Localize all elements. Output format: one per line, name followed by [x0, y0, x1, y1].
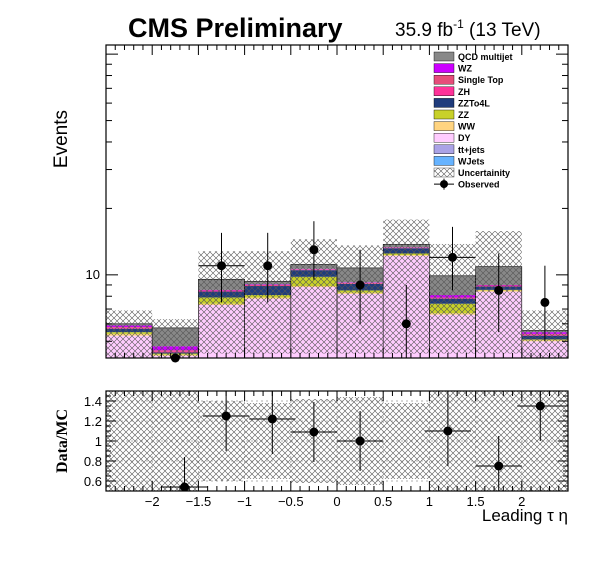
legend-swatch-tt-jets — [433, 144, 455, 155]
ratio-point — [180, 482, 190, 492]
main-ytick-label-10: 10 — [86, 267, 100, 282]
lumi-value: 35.9 fb — [395, 20, 453, 41]
ratio-point — [535, 401, 545, 411]
observed-point-bin-7 — [448, 252, 457, 262]
ratio-ytick-label: 0.6 — [84, 474, 102, 489]
ratio-point — [267, 414, 277, 424]
ratio-ytick-label: 0.8 — [84, 454, 102, 469]
uncertainty-bin-0 — [106, 310, 153, 358]
ratio-axes: 0.6 0.8 1 1.2 1.4 −2 −1.5 −1 −0.5 0 0.5 1 1.5 2 — [84, 390, 569, 509]
ratio-xtick-label: −0.5 — [278, 494, 304, 509]
legend-label-qcd-multijet: QCD multijet — [458, 52, 513, 62]
ratio-point — [355, 436, 365, 446]
legend-label-zzto4l: ZZTo4L — [458, 98, 490, 108]
legend-swatch-zh — [433, 86, 455, 97]
ratio-band-bin-2 — [198, 401, 245, 481]
observed-point-bin-6 — [401, 319, 411, 329]
legend-swatch-zz — [433, 109, 455, 120]
legend-swatch-single-top — [433, 74, 455, 85]
x-axis-title: Leading τ η — [482, 506, 568, 525]
ratio-y-axis-title: Data/MC — [54, 409, 71, 473]
legend-label-observed: Observed — [458, 180, 500, 190]
ratio-xtick-label: 1.5 — [467, 494, 485, 509]
ratio-band-bin-6 — [383, 403, 430, 479]
legend-label-wz: WZ — [458, 64, 472, 74]
observed-point-bin-3 — [263, 261, 273, 271]
legend-label-uncertainity: Uncertainity — [458, 168, 510, 178]
main-axes: 10 — [86, 45, 569, 358]
ratio-xtick-label: 2 — [518, 494, 525, 509]
observed-point-bin-2 — [217, 261, 226, 271]
ratio-point — [443, 426, 453, 436]
legend-label-ww: WW — [458, 122, 475, 132]
lumi-exponent: -1 — [453, 17, 464, 31]
ratio-band-bin-1 — [152, 391, 199, 491]
legend-label-tt-jets: tt+jets — [458, 145, 485, 155]
uncertainty-bin-1 — [152, 319, 199, 358]
legend-label-zz: ZZ — [458, 110, 469, 120]
observed-point-bin-9 — [540, 297, 550, 307]
legend-swatch-wz — [433, 63, 455, 73]
legend-label-single-top: Single Top — [458, 75, 504, 85]
legend-swatch-uncertainity — [433, 167, 455, 178]
legend-swatch-dy — [433, 132, 455, 143]
ratio-xtick-label: 1 — [426, 494, 433, 509]
ratio-panel: 0.6 0.8 1 1.2 1.4 −2 −1.5 −1 −0.5 0 0.5 1 1.5 2 Data/… — [54, 390, 569, 525]
legend-label-zh: ZH — [458, 87, 470, 97]
ratio-points — [161, 391, 564, 492]
observed-point-bin-8 — [494, 285, 504, 295]
legend-label-dy: DY — [458, 133, 471, 143]
ratio-xtick-label: −1.5 — [186, 494, 212, 509]
observed-point-bin-4 — [309, 245, 319, 255]
ratio-point — [309, 427, 319, 437]
observed-data — [170, 221, 550, 363]
ratio-xtick-label: −2 — [145, 494, 160, 509]
ratio-band-bin-7 — [429, 391, 476, 491]
y-axis-title: Events — [51, 110, 72, 168]
ratio-point — [494, 461, 504, 471]
ratio-uncertainty-band — [106, 391, 568, 491]
ratio-xtick-label: 0.5 — [374, 494, 392, 509]
experiment-label: CMS Preliminary — [128, 13, 343, 43]
lumi-energy: (13 TeV) — [464, 20, 541, 41]
ratio-point — [221, 411, 231, 421]
ratio-ytick-label: 1.2 — [84, 414, 102, 429]
legend-swatch-observed — [440, 180, 448, 189]
ratio-xtick-label: −1 — [237, 494, 252, 509]
observed-point-bin-5 — [355, 280, 365, 290]
ratio-ytick-label: 1.4 — [84, 394, 102, 409]
ratio-ytick-label: 1 — [95, 434, 102, 449]
ratio-band-bin-3 — [244, 403, 291, 479]
ratio-xtick-label: 0 — [333, 494, 340, 509]
legend-swatch-ww — [433, 121, 455, 131]
legend-label-wjets: WJets — [458, 156, 485, 166]
legend-swatch-wjets — [433, 156, 455, 166]
legend-swatch-qcd-multijet — [433, 51, 455, 62]
luminosity-label: 35.9 fb-1 (13 TeV) — [395, 17, 541, 41]
legend-swatch-zzto4l — [433, 98, 455, 108]
